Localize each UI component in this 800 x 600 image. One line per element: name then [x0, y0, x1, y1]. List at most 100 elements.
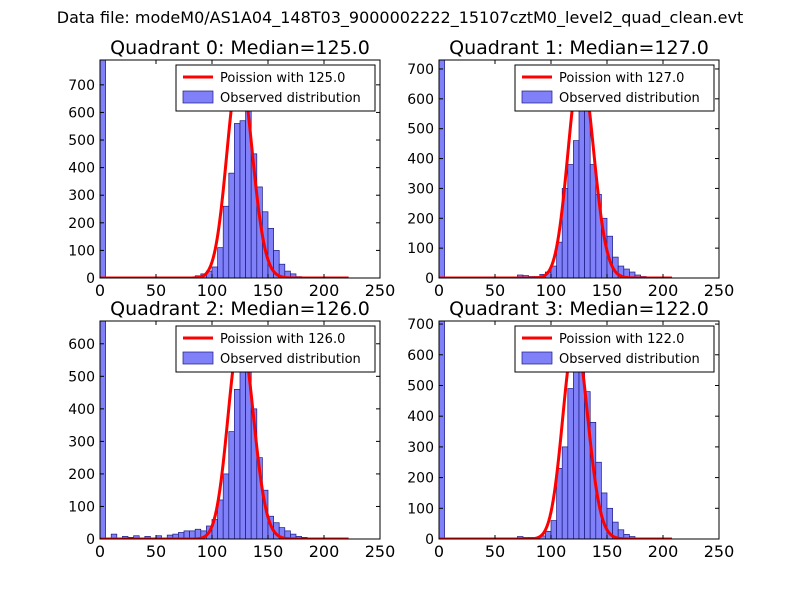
y-tick-label: 300 [407, 440, 434, 456]
x-tick-label: 0 [434, 281, 444, 300]
histogram-bar [228, 172, 235, 278]
x-tick-label: 100 [197, 281, 228, 300]
histogram-bar [222, 205, 230, 278]
plot-data [100, 60, 350, 278]
legend-poisson-label: Poission with 125.0 [220, 71, 345, 86]
histogram-bar [561, 446, 569, 539]
legend-observed-label: Observed distribution [559, 352, 700, 367]
y-tick-label: 100 [68, 243, 95, 259]
x-tick-label: 100 [536, 542, 567, 561]
figure-suptitle: Data file: modeM0/AS1A04_148T03_90000022… [56, 8, 744, 27]
histogram-bar [589, 164, 597, 278]
histogram-bar [211, 266, 218, 278]
y-tick-label: 100 [407, 241, 434, 257]
y-tick-label: 400 [407, 409, 434, 425]
y-tick-label: 200 [407, 211, 434, 227]
y-tick-label: 600 [407, 348, 434, 364]
panel-title: Quadrant 0: Median=125.0 [110, 37, 370, 59]
y-tick-label: 700 [407, 317, 434, 333]
axes-frame [99, 59, 381, 279]
histogram-bar [217, 247, 224, 278]
histogram-bar [133, 535, 140, 539]
legend-poisson-label: Poission with 122.0 [559, 332, 684, 347]
y-tick-label: 400 [407, 152, 434, 168]
histogram-bar [239, 120, 246, 278]
legend-observed-swatch [521, 351, 553, 365]
y-tick-label: 0 [425, 271, 434, 287]
y-tick-label: 500 [407, 122, 434, 138]
poisson-curve [100, 332, 350, 539]
y-tick-label: 100 [68, 499, 95, 515]
x-tick-label: 150 [592, 542, 623, 561]
y-tick-label: 100 [407, 501, 434, 517]
legend-poisson-label: Poission with 127.0 [559, 71, 684, 86]
x-tick-label: 50 [485, 542, 505, 561]
y-tick-label: 200 [407, 471, 434, 487]
x-tick-label: 250 [365, 281, 396, 300]
x-tick-label: 0 [434, 542, 444, 561]
x-tick-label: 0 [95, 542, 105, 561]
histogram-bar [234, 388, 241, 539]
x-tick-label: 150 [253, 281, 284, 300]
legend: Poission with 126.0 Observed distribution [175, 325, 376, 373]
y-tick-label: 200 [68, 467, 95, 483]
histogram-bar [545, 530, 552, 539]
x-tick-label: 50 [146, 542, 166, 561]
histogram-bar [234, 123, 241, 278]
x-tick-label: 250 [704, 281, 735, 300]
x-tick-label: 100 [197, 542, 228, 561]
x-tick-label: 0 [95, 281, 105, 300]
histogram-bar [222, 473, 230, 539]
y-tick-label: 300 [407, 181, 434, 197]
plot-data [100, 321, 350, 539]
y-tick-label: 500 [68, 369, 95, 385]
y-tick-label: 400 [68, 161, 95, 177]
histogram-bar [567, 164, 574, 278]
histogram-bar [550, 520, 557, 539]
y-tick-label: 700 [407, 62, 434, 78]
x-tick-label: 200 [648, 542, 679, 561]
x-tick-label: 100 [536, 281, 567, 300]
legend-poisson-label: Poission with 126.0 [220, 332, 345, 347]
y-tick-label: 0 [86, 271, 95, 287]
panel-title: Quadrant 2: Median=126.0 [110, 298, 370, 320]
legend-observed-label: Observed distribution [220, 91, 361, 106]
plot-data [439, 321, 673, 539]
y-tick-label: 700 [68, 78, 95, 94]
histogram-bar [439, 321, 445, 539]
legend-observed-swatch [521, 90, 553, 104]
x-tick-label: 200 [309, 542, 340, 561]
histogram-bar [100, 321, 106, 539]
y-tick-label: 600 [407, 92, 434, 108]
histogram-bar [100, 60, 106, 278]
x-tick-label: 250 [365, 542, 396, 561]
histogram-bar [584, 110, 591, 278]
legend-observed-swatch [182, 90, 214, 104]
axes-frame [438, 320, 720, 540]
x-tick-label: 150 [253, 542, 284, 561]
histogram-bar [573, 140, 580, 278]
y-tick-label: 0 [86, 532, 95, 548]
poisson-curve [100, 66, 350, 278]
x-tick-label: 200 [648, 281, 679, 300]
x-tick-label: 50 [485, 281, 505, 300]
y-tick-label: 600 [68, 105, 95, 121]
histogram-bar [567, 388, 574, 539]
y-tick-label: 0 [425, 532, 434, 548]
histogram-bar [228, 431, 235, 539]
y-tick-label: 500 [68, 133, 95, 149]
histogram-bar [439, 60, 445, 278]
y-tick-label: 300 [68, 434, 95, 450]
quadrant-0-panel: 0 50 100 150 200 250 0 100 200 300 400 500 600 700 Qua… [68, 37, 395, 300]
legend: Poission with 125.0 Observed distribution [175, 64, 376, 112]
x-tick-label: 150 [592, 281, 623, 300]
quadrant-3-panel: 0 50 100 150 200 250 0 100 200 300 400 500 600 700 Qua… [407, 298, 734, 561]
y-tick-label: 500 [407, 378, 434, 394]
axes-frame [438, 59, 720, 279]
axes-frame [99, 320, 381, 540]
x-tick-label: 50 [146, 281, 166, 300]
y-tick-label: 400 [68, 402, 95, 418]
legend: Poission with 122.0 Observed distribution [514, 325, 715, 373]
legend-observed-label: Observed distribution [559, 91, 700, 106]
